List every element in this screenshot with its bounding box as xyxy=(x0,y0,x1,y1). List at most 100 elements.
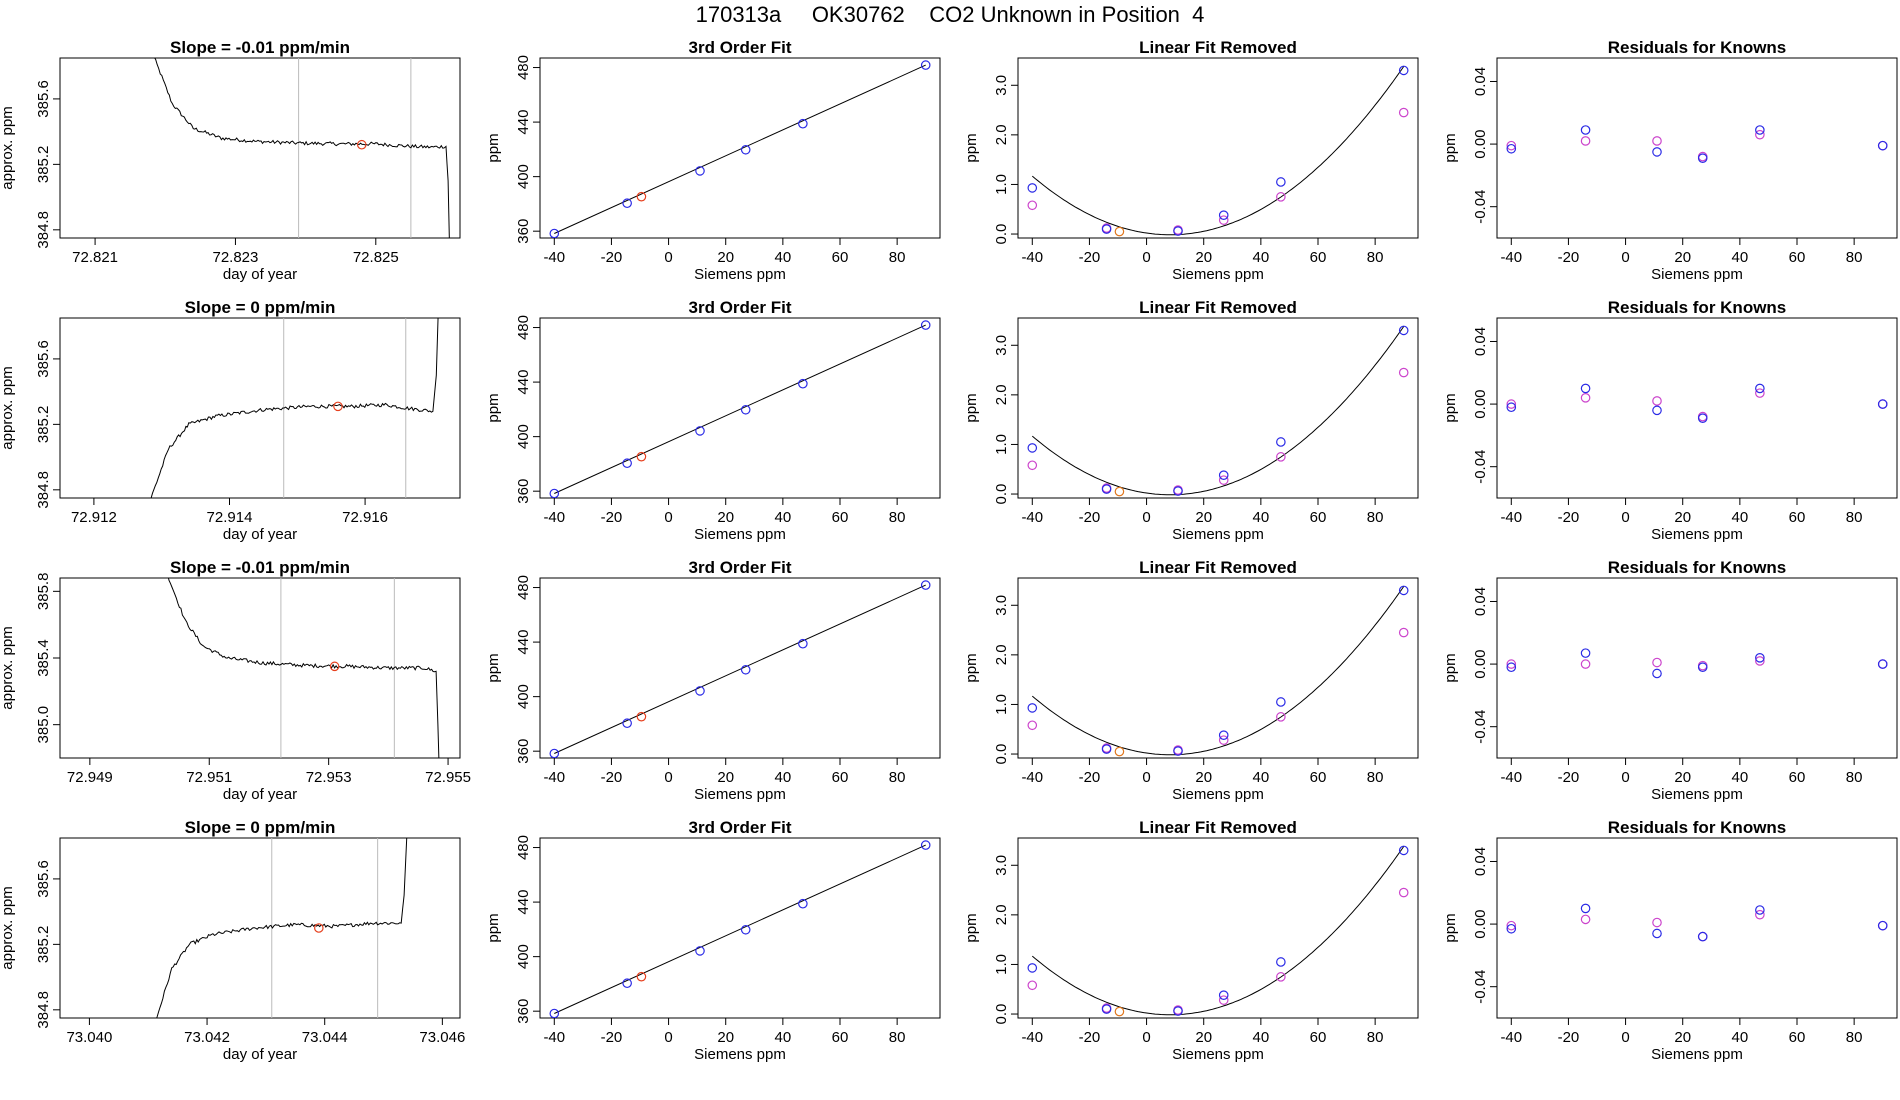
co2-trace-line xyxy=(150,318,439,498)
co2-trace-line xyxy=(154,58,450,238)
known-point xyxy=(1218,210,1229,220)
linfit-title: Linear Fit Removed xyxy=(1139,558,1297,577)
x-tick-label: 60 xyxy=(832,769,849,786)
known-point xyxy=(1398,845,1409,856)
linfit-plot-area xyxy=(1027,845,1409,1017)
y-axis-label: ppm xyxy=(963,913,980,942)
ts-title: Slope = 0 ppm/min xyxy=(185,818,336,837)
y-tick-label: 400 xyxy=(515,164,532,189)
y-tick-label: 0.0 xyxy=(993,744,1010,765)
resid-title: Residuals for Knowns xyxy=(1608,818,1787,837)
x-tick-label: 0 xyxy=(1621,769,1629,786)
known-point xyxy=(740,404,751,415)
known-point xyxy=(1101,224,1112,234)
residual-known-point xyxy=(1877,399,1888,409)
y-tick-label: 0.00 xyxy=(1472,909,1489,938)
unknown-point xyxy=(636,971,647,982)
x-tick-label: 80 xyxy=(1846,249,1863,266)
residual-fit-point xyxy=(1652,396,1662,406)
x-tick-label: -20 xyxy=(1558,509,1580,526)
x-tick-label: 80 xyxy=(889,509,906,526)
residual-known-point xyxy=(1506,402,1517,413)
x-axis-label: Siemens ppm xyxy=(694,1046,786,1063)
residual-fit-point xyxy=(1506,140,1517,151)
y-tick-label: 3.0 xyxy=(993,75,1010,96)
unknown-point xyxy=(636,711,647,722)
ts-plot-area xyxy=(167,578,440,758)
fit-point xyxy=(1218,215,1229,225)
x-tick-label: 0 xyxy=(1621,1029,1629,1046)
x-axis-label: Siemens ppm xyxy=(1651,1046,1743,1063)
x-tick-label: 20 xyxy=(1195,249,1212,266)
known-point xyxy=(1027,183,1038,193)
fit-plot-frame xyxy=(539,57,941,239)
fit-point xyxy=(1276,452,1286,462)
fit-plot-area xyxy=(549,580,931,758)
x-tick-label: 40 xyxy=(1253,509,1270,526)
unknown-point xyxy=(1114,746,1125,757)
ts-plot-area xyxy=(156,838,408,1018)
x-tick-label: -40 xyxy=(1021,509,1043,526)
residual-known-point xyxy=(1506,143,1517,154)
fit-point xyxy=(1218,735,1229,745)
x-tick-label: 20 xyxy=(717,509,734,526)
resid-plot-frame xyxy=(1496,837,1898,1019)
ts-plot-frame xyxy=(59,837,461,1019)
x-axis-label: Siemens ppm xyxy=(694,526,786,543)
known-point xyxy=(798,898,808,909)
y-tick-label: 1.0 xyxy=(993,694,1010,715)
x-tick-label: 0 xyxy=(664,509,672,526)
y-tick-label: 1.0 xyxy=(993,954,1010,975)
y-tick-label: 385.8 xyxy=(35,573,52,611)
x-tick-label: 73.046 xyxy=(419,1029,465,1046)
fit-plot-area xyxy=(549,320,931,498)
y-tick-label: 385.0 xyxy=(35,706,52,744)
fit-plot-area xyxy=(549,60,931,238)
resid-panel-r4: Residuals for Knowns -40 -20 0 20 40 60 80 -0.04… xyxy=(1442,818,1898,1063)
fit-point xyxy=(1276,972,1286,982)
residual-known-point xyxy=(1755,125,1765,135)
y-tick-label: 385.2 xyxy=(35,146,52,184)
x-tick-label: 20 xyxy=(1195,769,1212,786)
fit-line xyxy=(554,584,926,754)
x-tick-label: -20 xyxy=(1079,249,1101,266)
y-axis-label: ppm xyxy=(1442,393,1459,422)
x-tick-label: 73.040 xyxy=(66,1029,112,1046)
ts-title: Slope = -0.01 ppm/min xyxy=(170,38,350,57)
y-tick-label: 0.00 xyxy=(1472,649,1489,678)
co2-trace-line xyxy=(167,578,440,758)
residual-known-point xyxy=(1506,923,1517,934)
x-tick-label: 72.916 xyxy=(342,509,388,526)
y-axis-label: ppm xyxy=(485,133,502,162)
known-point xyxy=(1276,437,1286,447)
x-tick-label: -40 xyxy=(1021,769,1043,786)
y-axis-label: ppm xyxy=(1442,913,1459,942)
x-tick-label: 20 xyxy=(1674,1029,1691,1046)
x-tick-label: -40 xyxy=(1500,249,1522,266)
fit-title: 3rd Order Fit xyxy=(689,818,792,837)
linfit-panel-r2: Linear Fit Removed -40 -20 0 20 40 60 80 0.0 1.0 2… xyxy=(963,298,1419,543)
x-axis-label: day of year xyxy=(223,526,297,543)
known-point xyxy=(798,118,808,129)
x-tick-label: 72.953 xyxy=(306,769,352,786)
residual-fit-point xyxy=(1506,399,1517,409)
x-tick-label: 73.044 xyxy=(302,1029,348,1046)
page-title: 170313a OK30762 CO2 Unknown in Position … xyxy=(695,2,1205,27)
residual-known-point xyxy=(1580,903,1591,914)
y-tick-label: 360 xyxy=(515,219,532,244)
fit-plot-area xyxy=(549,840,931,1018)
y-tick-label: 400 xyxy=(515,424,532,449)
linfit-plot-area xyxy=(1027,325,1409,497)
x-tick-label: -40 xyxy=(1500,769,1522,786)
known-point xyxy=(1101,744,1112,754)
x-tick-label: -40 xyxy=(1021,1029,1043,1046)
y-tick-label: 480 xyxy=(515,55,532,80)
residual-fit-point xyxy=(1580,393,1591,403)
unknown-point xyxy=(636,191,647,202)
x-tick-label: 60 xyxy=(1310,249,1327,266)
x-tick-label: -20 xyxy=(601,509,623,526)
y-tick-label: -0.04 xyxy=(1472,710,1489,744)
residual-known-point xyxy=(1652,668,1662,679)
y-axis-label: ppm xyxy=(485,393,502,422)
x-tick-label: 72.821 xyxy=(72,249,118,266)
